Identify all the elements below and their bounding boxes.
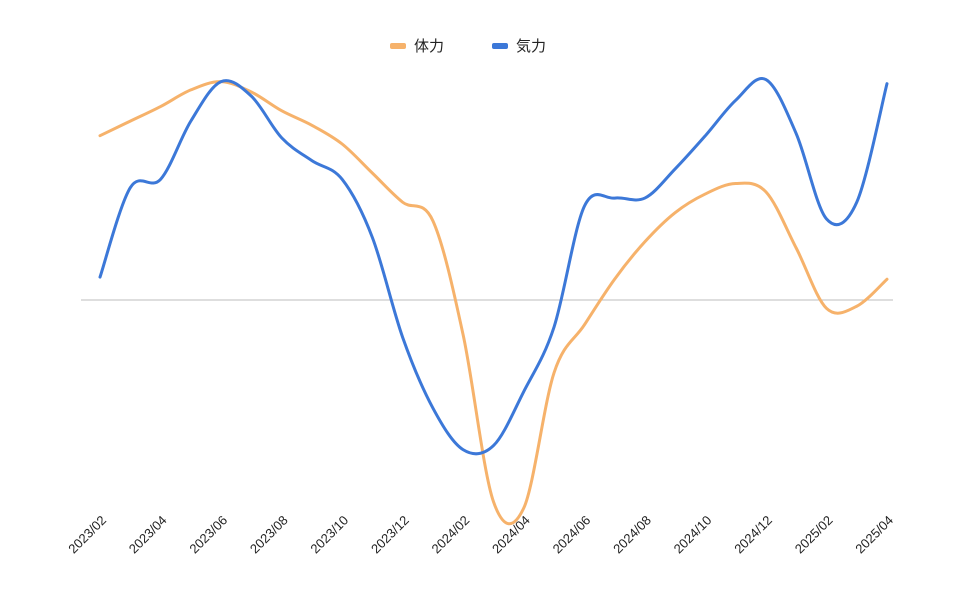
x-tick-label: 2024/12 xyxy=(731,513,775,557)
x-tick-label: 2024/08 xyxy=(610,513,654,557)
legend-item-1: 体力 xyxy=(390,37,444,55)
legend-item-2: 気力 xyxy=(492,37,546,55)
series-line-1 xyxy=(98,80,889,526)
x-tick-label: 2025/02 xyxy=(792,513,836,557)
legend: 体力 気力 xyxy=(390,37,546,55)
x-tick-label: 2024/04 xyxy=(489,513,533,557)
x-tick-label: 2023/12 xyxy=(368,513,412,557)
series-layer xyxy=(98,76,889,526)
x-tick-label: 2024/06 xyxy=(550,513,594,557)
x-tick-label: 2023/06 xyxy=(186,513,230,557)
series-line-2 xyxy=(98,76,889,456)
x-tick-label: 2025/04 xyxy=(852,513,896,557)
x-axis-ticks: 2023/02 2023/04 2023/06 2023/08 2023/10 2023/… xyxy=(65,513,896,557)
x-tick-label: 2024/02 xyxy=(429,513,473,557)
legend-swatch xyxy=(390,43,406,49)
x-tick-label: 2023/10 xyxy=(307,513,351,557)
legend-swatch xyxy=(492,43,508,49)
x-tick-label: 2023/08 xyxy=(247,513,291,557)
x-tick-label: 2023/02 xyxy=(65,513,109,557)
legend-label: 体力 xyxy=(414,37,444,55)
x-tick-label: 2023/04 xyxy=(126,513,170,557)
x-tick-label: 2024/10 xyxy=(671,513,715,557)
legend-label: 気力 xyxy=(516,37,546,55)
